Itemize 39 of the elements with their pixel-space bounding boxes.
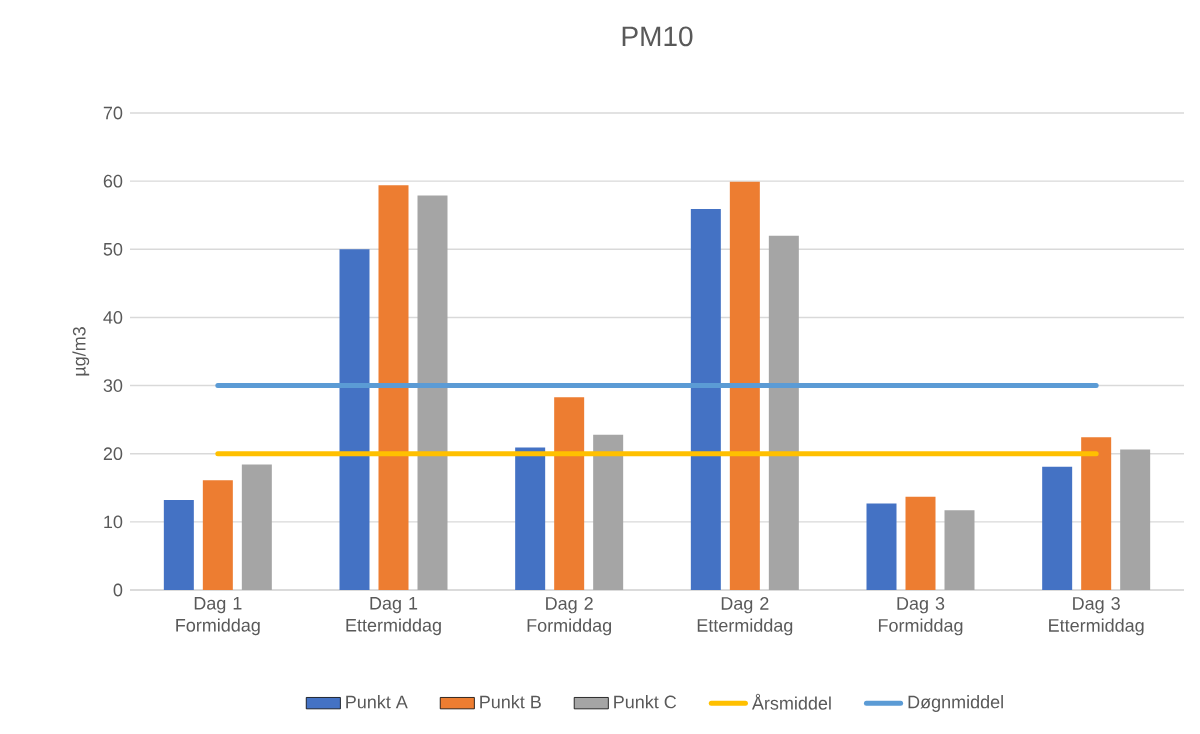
legend-label: Årsmiddel xyxy=(751,693,831,710)
bar xyxy=(515,447,546,590)
bar xyxy=(1042,466,1073,590)
y-tick-label: 50 xyxy=(103,242,123,256)
y-axis-title: µg/m3 xyxy=(72,327,90,376)
legend-label: Punkt C xyxy=(614,695,677,709)
legend-label: Punkt B xyxy=(480,695,541,709)
x-tick-label: Dag 3 Ettermiddag xyxy=(1049,597,1144,636)
x-tick-label: Dag 1 Ettermiddag xyxy=(346,597,441,636)
y-tick-label: 20 xyxy=(103,447,123,461)
legend-label: Punkt A xyxy=(346,695,408,709)
bar xyxy=(905,496,936,590)
bar xyxy=(339,249,370,590)
bar xyxy=(202,480,233,590)
y-tick-label: 10 xyxy=(104,515,123,529)
bar xyxy=(241,464,272,590)
bar xyxy=(690,209,721,590)
y-tick-label: 0 xyxy=(113,583,123,597)
y-tick-label: 30 xyxy=(103,379,123,392)
x-tick-label: Dag 2 Ettermiddag xyxy=(697,597,793,636)
y-tick-label: 40 xyxy=(103,311,123,324)
bar xyxy=(768,235,799,590)
bar xyxy=(417,195,448,590)
bar xyxy=(866,503,897,590)
x-tick-label: Dag 1 Formiddag xyxy=(176,597,260,636)
bar xyxy=(554,397,585,590)
legend-label: Døgnmiddel xyxy=(908,695,1003,712)
bar xyxy=(593,434,624,590)
bar xyxy=(163,500,194,590)
y-tick-label: 70 xyxy=(103,106,123,120)
bar xyxy=(378,185,409,590)
x-tick-label: Dag 2 Formiddag xyxy=(527,597,612,636)
chart-title: PM10 xyxy=(622,26,693,47)
bar xyxy=(1120,449,1151,590)
bar xyxy=(944,510,975,590)
y-tick-label: 60 xyxy=(103,174,123,188)
x-tick-label: Dag 3 Formiddag xyxy=(878,597,963,636)
bar xyxy=(729,181,760,590)
bar xyxy=(1081,437,1112,590)
